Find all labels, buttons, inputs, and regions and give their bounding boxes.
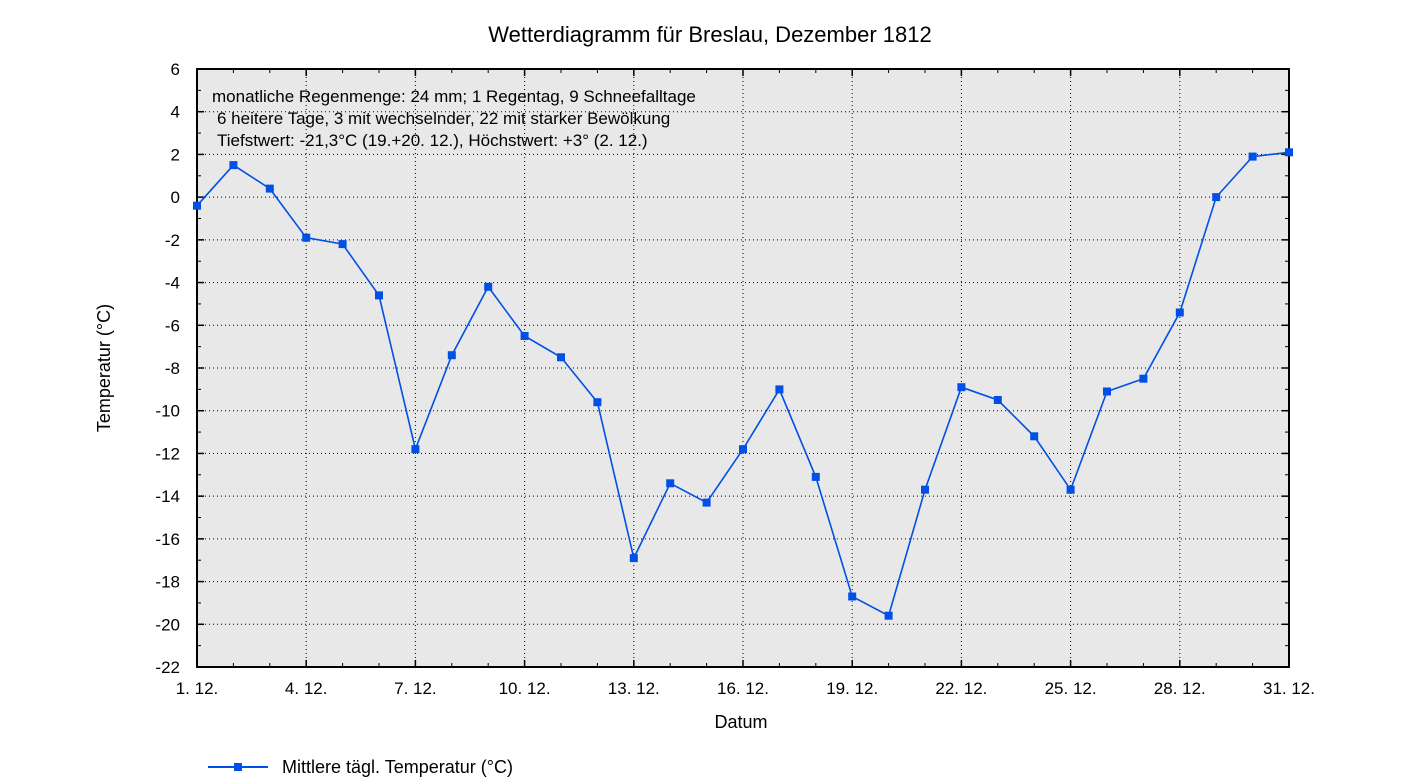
- y-tick-label: 2: [171, 145, 180, 164]
- data-point: [957, 383, 966, 392]
- x-tick-label: 28. 12.: [1154, 679, 1206, 698]
- data-point: [265, 184, 274, 193]
- data-point: [629, 554, 638, 563]
- y-axis: 6 4 2 0 -2 -4 -6 -8 -10 -12 -14 -16 -18 -20 -22: [155, 60, 1289, 677]
- y-axis-label: Temperatur (°C): [94, 304, 114, 432]
- x-tick-label: 10. 12.: [499, 679, 551, 698]
- x-tick-label: 22. 12.: [935, 679, 987, 698]
- x-tick-label: 7. 12.: [394, 679, 437, 698]
- data-point: [1248, 152, 1257, 161]
- data-point: [1139, 374, 1148, 383]
- data-point: [375, 291, 383, 300]
- data-point: [1285, 148, 1293, 157]
- y-tick-label: -22: [155, 658, 180, 677]
- data-point: [848, 592, 857, 601]
- data-point: [1212, 193, 1221, 202]
- legend: Mittlere tägl. Temperatur (°C): [208, 757, 513, 777]
- chart-title: Wetterdiagramm für Breslau, Dezember 181…: [488, 22, 931, 47]
- data-point: [702, 498, 711, 507]
- y-tick-label: -12: [155, 444, 180, 463]
- data-point: [1066, 485, 1075, 494]
- y-tick-label: -6: [165, 316, 180, 335]
- data-point: [593, 398, 602, 407]
- x-tick-label: 25. 12.: [1045, 679, 1097, 698]
- annotation-line-1: monatliche Regenmenge: 24 mm; 1 Regentag…: [212, 87, 696, 106]
- data-point: [884, 611, 893, 620]
- x-tick-label: 1. 12.: [176, 679, 219, 698]
- y-tick-label: 0: [171, 188, 180, 207]
- y-tick-label: -18: [155, 573, 180, 592]
- legend-label: Mittlere tägl. Temperatur (°C): [282, 757, 513, 777]
- plot-area: [197, 69, 1289, 667]
- data-point: [484, 282, 493, 291]
- x-tick-label: 13. 12.: [608, 679, 660, 698]
- data-point: [739, 445, 747, 454]
- y-tick-label: 6: [171, 60, 180, 79]
- annotation-line-3: Tiefstwert: -21,3°C (19.+20. 12.), Höchs…: [217, 131, 648, 150]
- y-tick-label: -16: [155, 530, 180, 549]
- data-point: [302, 233, 311, 242]
- x-axis: 1. 12. 4. 12. 7. 12. 10. 12. 13. 12. 16. 12. 1…: [176, 69, 1315, 698]
- data-point: [411, 445, 420, 454]
- y-tick-label: -2: [165, 231, 180, 250]
- series-mean-temperature: [193, 148, 1293, 620]
- y-tick-label: -4: [165, 274, 180, 293]
- data-point: [520, 332, 529, 340]
- y-tick-label: 4: [171, 103, 180, 122]
- x-tick-label: 19. 12.: [826, 679, 878, 698]
- data-point: [338, 240, 347, 249]
- legend-square-marker: [234, 763, 242, 771]
- y-tick-label: -10: [155, 402, 180, 421]
- x-tick-label: 16. 12.: [717, 679, 769, 698]
- data-point: [1175, 308, 1184, 317]
- data-point: [1030, 432, 1039, 441]
- data-point: [775, 385, 784, 394]
- data-point: [811, 472, 820, 481]
- y-tick-label: -14: [155, 487, 180, 506]
- data-point: [557, 353, 565, 362]
- x-axis-label: Datum: [714, 712, 767, 732]
- data-point: [193, 201, 201, 210]
- annotation-line-2: 6 heitere Tage, 3 mit wechselnder, 22 mi…: [217, 109, 670, 128]
- annotation-box: monatliche Regenmenge: 24 mm; 1 Regentag…: [212, 87, 696, 150]
- data-point: [447, 351, 456, 360]
- x-tick-label: 4. 12.: [285, 679, 328, 698]
- data-point: [666, 479, 675, 488]
- data-point: [921, 485, 929, 494]
- data-point: [229, 161, 238, 170]
- y-tick-label: -8: [165, 359, 180, 378]
- data-point: [1103, 387, 1111, 396]
- data-point: [993, 396, 1002, 404]
- y-tick-label: -20: [155, 615, 180, 634]
- x-tick-label: 31. 12.: [1263, 679, 1315, 698]
